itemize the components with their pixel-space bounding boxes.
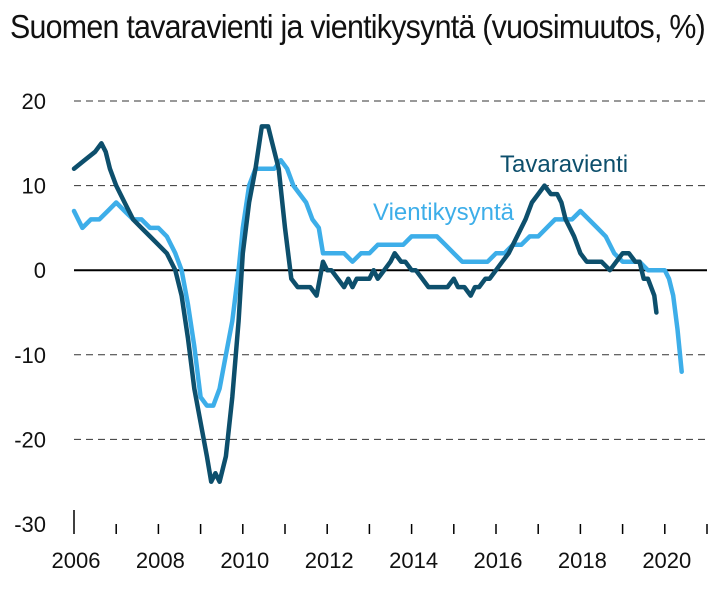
y-tick-label: 0	[34, 258, 46, 283]
series-line-tavaravienti	[71, 124, 659, 484]
y-tick-label: -30	[14, 512, 46, 537]
x-axis-labels: 2006 2008 2010 2012 2014 2016 2018 2020	[52, 548, 692, 573]
x-tick-label: 2012	[305, 548, 354, 573]
y-tick-label: -10	[14, 343, 46, 368]
x-tick-label: 2010	[220, 548, 269, 573]
x-axis	[73, 510, 708, 534]
y-tick-label: -20	[14, 427, 46, 452]
y-tick-label: 20	[22, 89, 46, 114]
x-tick-label: 2008	[136, 548, 185, 573]
y-axis-labels: 20 10 0 -10 -20 -30	[14, 89, 46, 537]
x-tick-label: 2020	[642, 548, 691, 573]
series-line-vientikysynta	[71, 157, 684, 408]
series-lines	[71, 124, 684, 484]
x-tick-label: 2016	[474, 548, 523, 573]
x-tick-label: 2018	[558, 548, 607, 573]
x-tick-label: 2006	[52, 548, 101, 573]
x-tick-label: 2014	[389, 548, 438, 573]
y-tick-label: 10	[22, 174, 46, 199]
chart-title: Suomen tavaravienti ja vientikysyntä (vu…	[10, 8, 706, 45]
series-label-tavaravienti: Tavaravienti	[500, 151, 628, 178]
series-label-vientikysynta: Vientikysyntä	[373, 199, 515, 226]
